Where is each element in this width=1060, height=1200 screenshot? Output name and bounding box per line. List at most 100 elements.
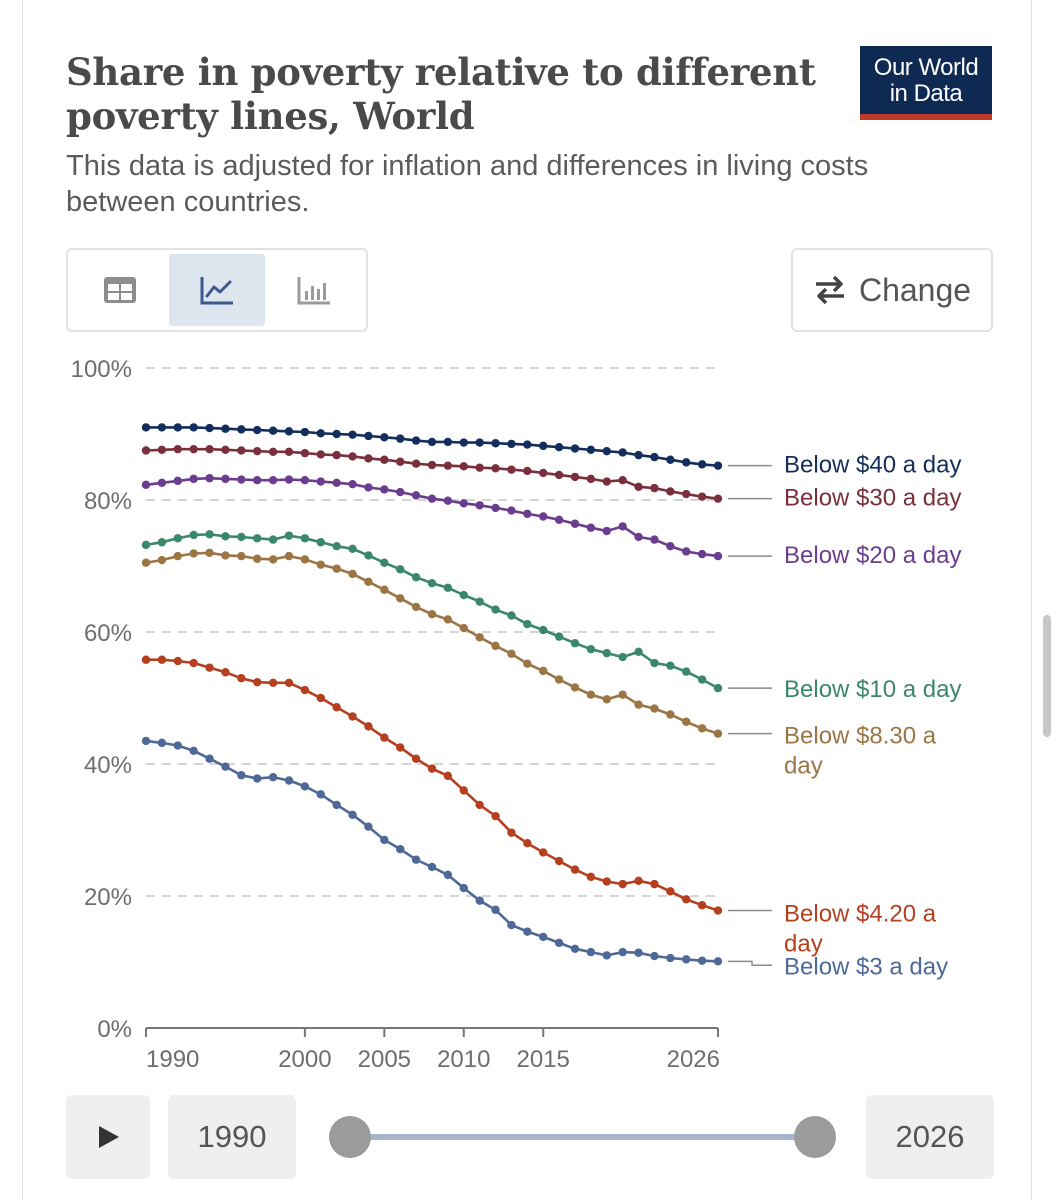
data-point [253, 774, 262, 783]
data-point [570, 683, 580, 692]
data-point [205, 530, 214, 539]
play-button[interactable] [66, 1095, 150, 1179]
logo-line-1: Our World [873, 54, 979, 81]
owid-logo[interactable]: Our World in Data [860, 46, 992, 120]
y-tick-label: 40% [84, 752, 132, 779]
data-point [697, 956, 707, 965]
series-label: Below $40 a day [784, 452, 961, 479]
page-scrollbar[interactable] [1043, 615, 1051, 737]
data-point [316, 450, 325, 459]
data-point [157, 738, 167, 748]
data-point [586, 523, 596, 532]
data-point [618, 476, 627, 485]
x-tick-label: 2026 [667, 1046, 720, 1073]
data-point [237, 475, 246, 484]
data-point [380, 585, 389, 594]
data-point [554, 443, 564, 452]
data-point [523, 839, 532, 848]
series-label: day [784, 931, 823, 958]
data-point [459, 623, 468, 633]
x-tick-label: 2000 [278, 1046, 331, 1073]
data-point [682, 717, 691, 726]
data-point [507, 828, 516, 837]
data-point [284, 531, 294, 540]
data-point [141, 736, 151, 746]
data-point [666, 487, 675, 496]
data-point [491, 439, 500, 448]
data-point [427, 494, 437, 503]
change-button[interactable]: Change [791, 248, 993, 332]
data-point [157, 555, 167, 565]
timeline-end-year[interactable]: 2026 [866, 1095, 994, 1179]
data-point [539, 512, 548, 521]
data-point [713, 494, 723, 503]
data-point [300, 782, 310, 791]
data-point [634, 647, 643, 656]
data-point [364, 483, 373, 492]
data-point [602, 446, 611, 456]
data-point [586, 947, 596, 957]
data-point [713, 551, 723, 561]
data-point [666, 710, 675, 719]
data-point [697, 901, 707, 910]
view-tabs [66, 248, 368, 332]
timeline-end-handle[interactable] [794, 1116, 836, 1158]
data-point [586, 644, 596, 654]
data-point [396, 434, 405, 443]
data-point [682, 895, 691, 904]
tab-table[interactable] [72, 254, 169, 326]
tab-line-chart[interactable] [168, 254, 266, 326]
data-point [713, 729, 723, 738]
data-point [205, 474, 214, 483]
data-point [570, 519, 580, 528]
data-point [380, 455, 389, 464]
data-point [396, 457, 405, 466]
data-point [459, 883, 468, 893]
data-point [221, 551, 230, 560]
series-label: Below $20 a day [784, 542, 961, 569]
data-point [268, 773, 278, 782]
data-point [443, 496, 453, 505]
data-point [348, 544, 357, 554]
data-point [253, 534, 262, 543]
data-point [300, 476, 310, 485]
data-point [411, 459, 421, 468]
data-point [602, 877, 611, 886]
data-point [475, 501, 484, 510]
y-tick-label: 0% [97, 1016, 132, 1043]
data-point [554, 632, 564, 641]
data-point [697, 492, 707, 501]
series-label: Below $8.30 a [784, 722, 937, 749]
data-point [396, 844, 405, 854]
bar-chart-icon [297, 277, 330, 305]
data-point [586, 445, 596, 455]
data-point [284, 551, 294, 561]
data-point [507, 611, 516, 620]
data-point [332, 450, 341, 460]
data-point [157, 478, 167, 488]
series-line [146, 658, 719, 912]
data-point [237, 551, 246, 561]
data-point [475, 633, 484, 642]
data-point [507, 649, 516, 658]
data-point [205, 444, 214, 454]
data-point [268, 447, 278, 457]
data-point [205, 423, 214, 433]
data-point [268, 476, 278, 485]
tab-bar-chart[interactable] [265, 254, 362, 326]
data-point [380, 433, 389, 442]
data-point [666, 542, 675, 551]
timeline-track[interactable] [350, 1134, 816, 1140]
table-icon [104, 277, 137, 303]
data-point [539, 441, 548, 451]
x-tick-label: 2005 [358, 1046, 411, 1073]
data-point [602, 695, 611, 704]
data-point [697, 724, 707, 733]
timeline-start-year[interactable]: 1990 [168, 1095, 296, 1179]
data-point [475, 597, 484, 606]
data-point [173, 476, 182, 486]
data-point [316, 429, 325, 438]
data-point [364, 822, 373, 831]
data-point [348, 569, 357, 579]
timeline-start-handle[interactable] [329, 1116, 371, 1158]
